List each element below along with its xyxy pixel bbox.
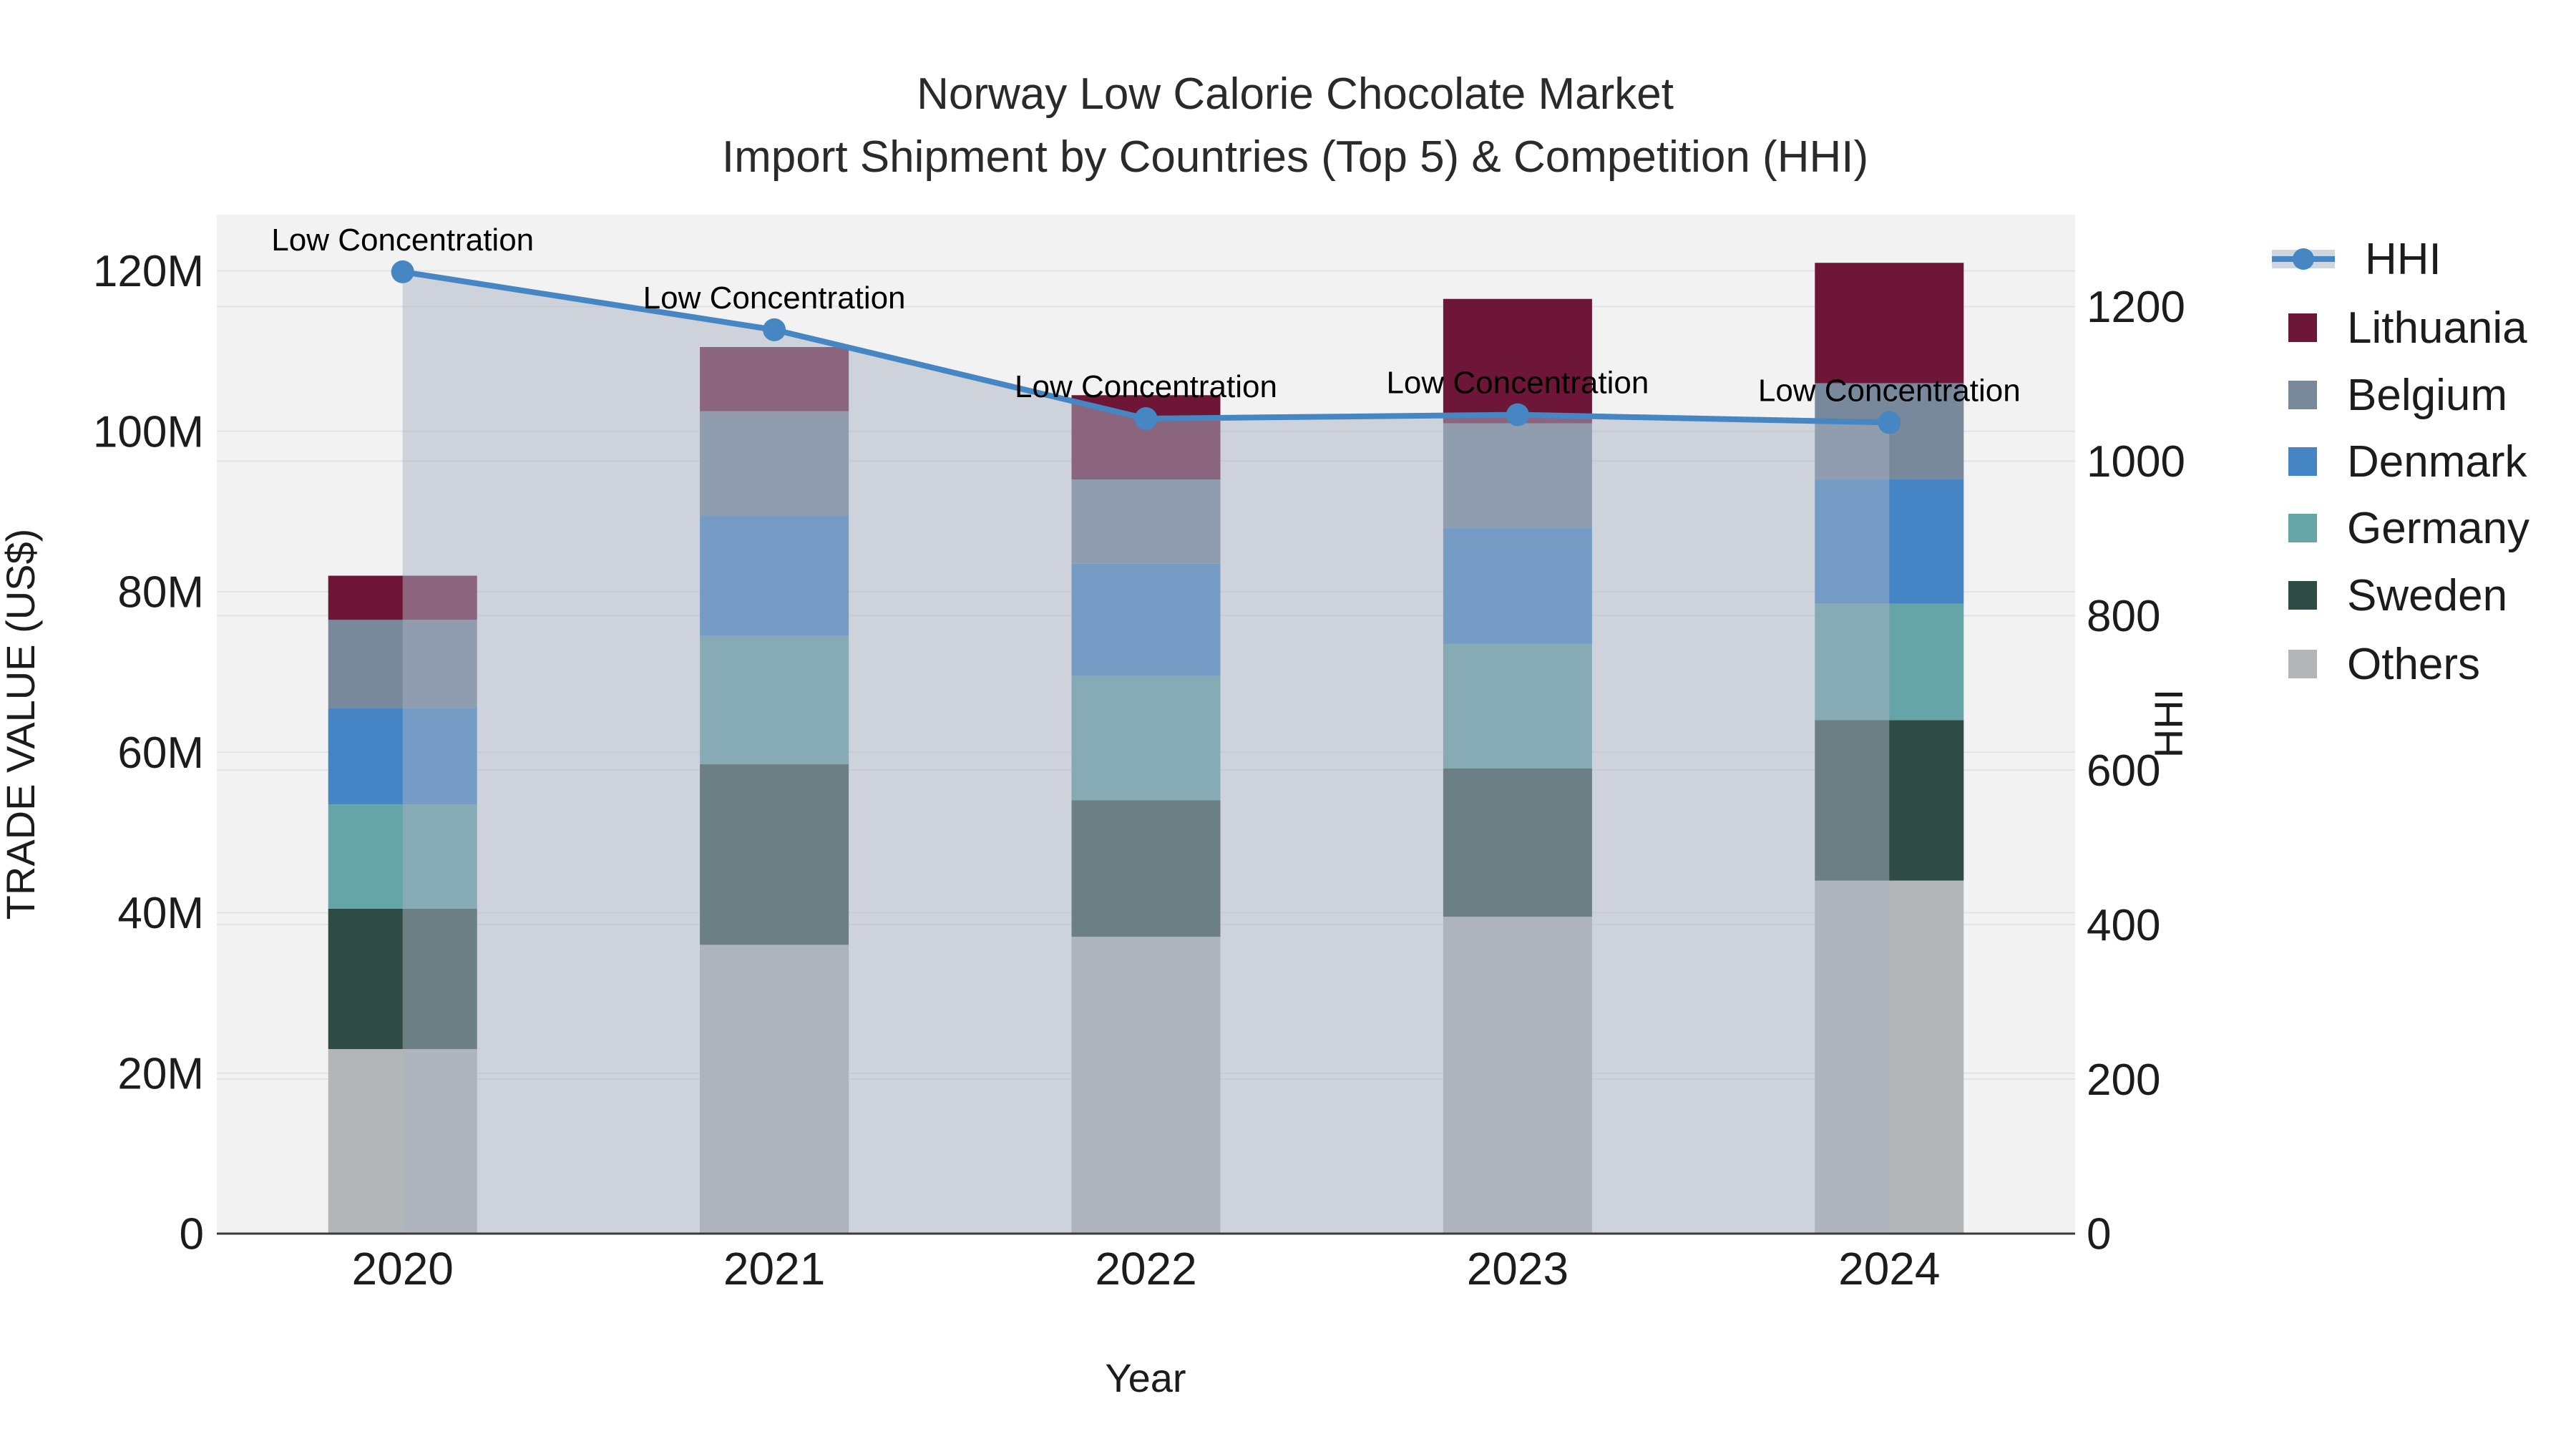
bar-segment-2024-lithuania[interactable] xyxy=(1815,263,1964,384)
legend-label-belgium: Belgium xyxy=(2347,370,2507,420)
hhi-dot-2021[interactable] xyxy=(763,318,786,341)
x-tick-2024: 2024 xyxy=(1838,1243,1940,1294)
x-tick-2022: 2022 xyxy=(1095,1243,1196,1294)
legend-item-hhi[interactable]: HHI xyxy=(2272,234,2441,284)
y-left-tick-120M: 120M xyxy=(93,247,204,296)
x-tick-2021: 2021 xyxy=(723,1243,825,1294)
legend-item-sweden[interactable]: Sweden xyxy=(2272,570,2508,620)
annotation-2020: Low Concentration xyxy=(271,223,534,258)
y-left-tick-100M: 100M xyxy=(93,407,204,457)
legend-hhi-line-icon xyxy=(2272,245,2335,273)
legend-swatch-denmark xyxy=(2288,447,2317,476)
y-right-tick-200: 200 xyxy=(2087,1055,2160,1105)
y-left-axis-title: TRADE VALUE (US$) xyxy=(0,529,43,920)
hhi-dot-2020[interactable] xyxy=(391,260,414,283)
y-right-axis-title: HHI xyxy=(2146,689,2191,758)
legend-swatch-others xyxy=(2288,650,2317,678)
legend-label-germany: Germany xyxy=(2347,503,2529,553)
legend-item-others[interactable]: Others xyxy=(2272,639,2481,689)
x-tick-2023: 2023 xyxy=(1467,1243,1568,1294)
y-right-tick-0: 0 xyxy=(2087,1210,2111,1259)
y-right-tick-1000: 1000 xyxy=(2087,437,2185,487)
legend-label-denmark: Denmark xyxy=(2347,436,2527,487)
y-right-tick-400: 400 xyxy=(2087,901,2160,950)
y-right-tick-600: 600 xyxy=(2087,746,2160,796)
legend-swatch-sweden xyxy=(2288,581,2317,610)
hhi-dot-2022[interactable] xyxy=(1134,407,1158,431)
chart-title-line1: Norway Low Calorie Chocolate Market xyxy=(917,69,1674,119)
annotation-2023: Low Concentration xyxy=(1386,366,1649,401)
legend-item-belgium[interactable]: Belgium xyxy=(2272,370,2507,420)
hhi-dot-2023[interactable] xyxy=(1506,403,1529,426)
legend-item-denmark[interactable]: Denmark xyxy=(2272,436,2527,487)
legend-swatch-lithuania xyxy=(2288,313,2317,342)
annotation-2021: Low Concentration xyxy=(643,280,906,316)
bar-segment-2023-lithuania[interactable] xyxy=(1443,298,1592,424)
chart-title-line2: Import Shipment by Countries (Top 5) & C… xyxy=(721,132,1869,182)
hhi-area-fill xyxy=(402,271,1890,1234)
annotation-2024: Low Concentration xyxy=(1758,373,2021,408)
y-right-tick-1200: 1200 xyxy=(2087,283,2185,332)
legend-label-hhi: HHI xyxy=(2365,234,2441,284)
y-left-tick-0: 0 xyxy=(180,1210,204,1259)
y-left-tick-20M: 20M xyxy=(117,1049,204,1098)
legend-item-germany[interactable]: Germany xyxy=(2272,503,2529,553)
y-right-tick-800: 800 xyxy=(2087,592,2160,641)
x-axis-title: Year xyxy=(1105,1355,1186,1400)
y-left-tick-60M: 60M xyxy=(117,728,204,778)
x-tick-2020: 2020 xyxy=(352,1243,454,1294)
legend-label-lithuania: Lithuania xyxy=(2347,303,2527,353)
y-left-tick-40M: 40M xyxy=(117,889,204,938)
legend-swatch-germany xyxy=(2288,514,2317,542)
legend-item-lithuania[interactable]: Lithuania xyxy=(2272,303,2527,353)
legend-label-others: Others xyxy=(2347,639,2481,689)
hhi-dot-2024[interactable] xyxy=(1878,411,1901,434)
legend-label-sweden: Sweden xyxy=(2347,570,2508,620)
legend-swatch-belgium xyxy=(2288,381,2317,409)
annotation-2022: Low Concentration xyxy=(1015,369,1277,404)
y-left-tick-80M: 80M xyxy=(117,568,204,618)
